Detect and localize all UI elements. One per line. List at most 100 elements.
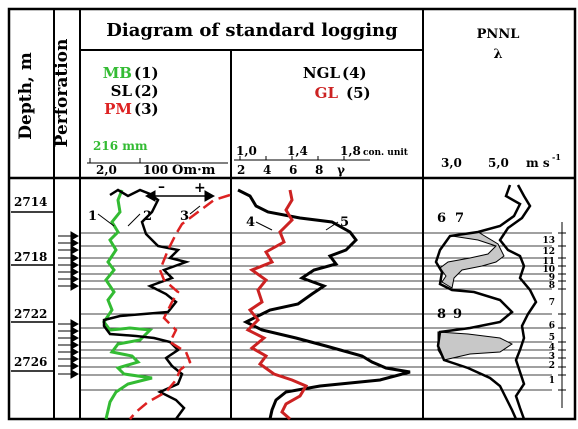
curve-label-9: 9 bbox=[453, 307, 462, 322]
gamma-bottom-2: 4 bbox=[263, 163, 271, 177]
perforation-arrow bbox=[58, 326, 80, 336]
pnnl-hatched-zone-upper bbox=[439, 231, 505, 289]
logging-title: Diagram of standard logging bbox=[106, 20, 398, 41]
layer-numbers: 13 12 11 10 9 8 7 6 5 4 3 2 1 bbox=[542, 236, 555, 386]
perforation-header: Perforation bbox=[52, 39, 72, 148]
layer-number: 5 bbox=[549, 333, 555, 343]
resist-scale: 216 mm 2,0 100 Om·m bbox=[87, 139, 228, 178]
sign-minus: – bbox=[158, 179, 165, 195]
mb-curve bbox=[102, 189, 154, 420]
gamma-label-leaders bbox=[255, 221, 339, 231]
perforation-arrow bbox=[58, 253, 80, 263]
gamma-bottom-3: 6 bbox=[289, 163, 297, 177]
perforation-arrow bbox=[58, 361, 80, 371]
depth-2714: 2714 bbox=[14, 195, 47, 209]
pnnl-scale-right: 5,0 bbox=[488, 156, 509, 170]
ngl-num: (4) bbox=[342, 64, 367, 82]
depth-2726: 2726 bbox=[14, 355, 47, 369]
layer-number: 13 bbox=[542, 236, 555, 246]
perforation-arrow bbox=[58, 281, 80, 291]
pnnl-curve-7 bbox=[498, 184, 538, 420]
layer-number: 10 bbox=[542, 265, 555, 275]
layer-scale bbox=[558, 222, 566, 408]
gamma-top-3: 1,8 bbox=[340, 144, 361, 158]
pm-num: (3) bbox=[134, 100, 159, 118]
perforation-arrows bbox=[58, 231, 80, 379]
resist-curve-labels: 1 2 3 bbox=[88, 209, 189, 224]
layer-number: 3 bbox=[549, 352, 555, 362]
pnnl-curves bbox=[434, 184, 538, 420]
curve-label-4: 4 bbox=[246, 215, 255, 230]
layer-number: 7 bbox=[549, 298, 555, 308]
pnnl-scale-unit-exp: -1 bbox=[552, 152, 561, 162]
pnnl-title: PNNL bbox=[477, 27, 520, 42]
perforation-arrow bbox=[58, 354, 80, 364]
sl-label: SL bbox=[111, 82, 133, 100]
resist-scale-unit: Om·m bbox=[172, 163, 216, 178]
sign-arrow-left-head bbox=[144, 190, 156, 202]
pnnl-hatched-zone-lower bbox=[437, 331, 513, 361]
perforation-arrow bbox=[58, 260, 80, 270]
layer-number: 11 bbox=[542, 257, 555, 267]
perforation-arrow bbox=[58, 231, 80, 241]
gamma-top-2: 1,4 bbox=[287, 144, 308, 158]
resist-scale-left: 2,0 bbox=[96, 163, 117, 177]
depth-2718: 2718 bbox=[14, 250, 47, 264]
gamma-legend: NGL (4) GL (5) bbox=[303, 64, 371, 102]
mb-num: (1) bbox=[134, 64, 159, 82]
curve-label-2: 2 bbox=[143, 209, 152, 224]
sign-arrow-right-head bbox=[204, 190, 216, 202]
perforation-arrow bbox=[58, 369, 80, 379]
gamma-bottom-unit: γ bbox=[337, 163, 345, 177]
perforation-arrow bbox=[58, 267, 80, 277]
leader-1 bbox=[97, 213, 115, 227]
ngl-curve bbox=[237, 188, 411, 420]
sign-arrow bbox=[144, 190, 216, 202]
gl-num: (5) bbox=[346, 84, 371, 102]
resist-scale-right: 100 bbox=[143, 163, 168, 177]
pnnl-scale: 3,0 5,0 m s -1 bbox=[441, 152, 561, 170]
gamma-top-unit: con. unit bbox=[363, 148, 409, 158]
perforation-arrow bbox=[58, 274, 80, 284]
perforation-arrow bbox=[58, 245, 80, 255]
pnnl-lambda: λ bbox=[493, 47, 502, 62]
layer-number: 6 bbox=[549, 321, 555, 331]
grid-frame bbox=[7, 7, 577, 421]
sl-num: (2) bbox=[134, 82, 159, 100]
curve-label-7: 7 bbox=[455, 211, 464, 226]
depth-axis: 2714 2718 2722 2726 bbox=[11, 195, 54, 372]
layer-number: 2 bbox=[549, 361, 555, 371]
layer-number: 9 bbox=[549, 273, 555, 283]
leader-3 bbox=[189, 205, 201, 215]
curve-label-3: 3 bbox=[180, 209, 189, 224]
resist-label-leaders bbox=[97, 205, 201, 227]
curve-label-1: 1 bbox=[88, 209, 97, 224]
sign-plus: + bbox=[194, 180, 206, 196]
pnnl-scale-left: 3,0 bbox=[441, 156, 462, 170]
gamma-top-1: 1,0 bbox=[236, 144, 257, 158]
leader-4 bbox=[255, 221, 273, 231]
gl-curve bbox=[245, 189, 309, 421]
perforation-arrow bbox=[58, 333, 80, 343]
pnnl-curve-6 bbox=[434, 184, 522, 420]
curve-label-8: 8 bbox=[437, 307, 446, 322]
gamma-curve-labels: 4 5 bbox=[246, 215, 349, 230]
gamma-scale: 1,0 1,4 1,8 con. unit 2 4 6 8 γ bbox=[234, 144, 409, 177]
layer-number: 12 bbox=[542, 247, 555, 257]
pnnl-scale-unit: m s bbox=[526, 156, 550, 170]
resist-curves bbox=[102, 188, 231, 420]
pnnl-curve-labels: 6 7 8 9 bbox=[437, 211, 464, 322]
sl-curve bbox=[102, 188, 191, 420]
gamma-bottom-1: 2 bbox=[237, 163, 245, 177]
gl-label: GL bbox=[315, 84, 339, 102]
perforation-arrow bbox=[58, 347, 80, 357]
pm-label: PM bbox=[104, 100, 132, 118]
perforation-arrow bbox=[58, 319, 80, 329]
gamma-bottom-4: 8 bbox=[315, 163, 323, 177]
perforation-arrow bbox=[58, 340, 80, 350]
depth-2722: 2722 bbox=[14, 307, 47, 321]
pm-curve bbox=[129, 193, 231, 420]
layer-number: 4 bbox=[549, 343, 555, 353]
